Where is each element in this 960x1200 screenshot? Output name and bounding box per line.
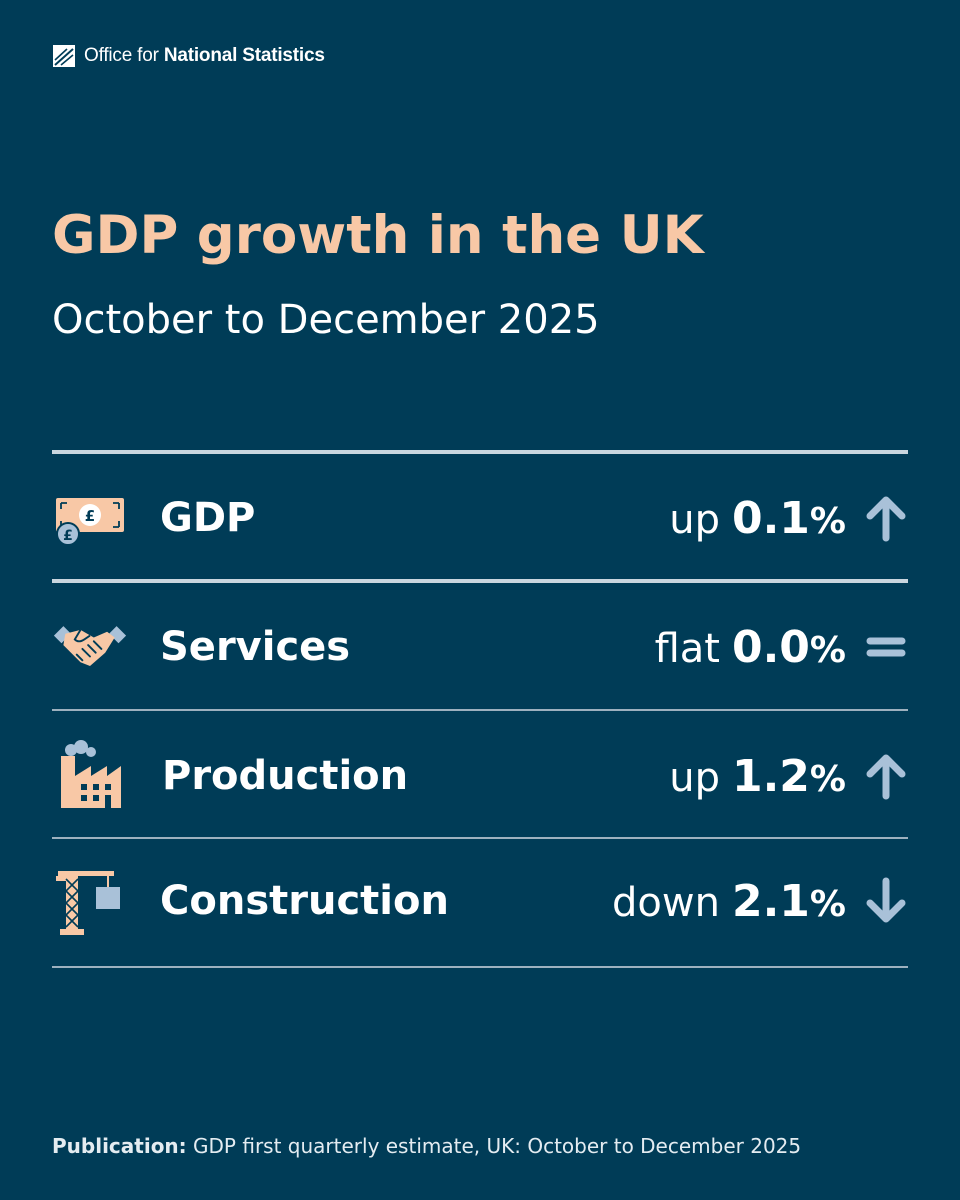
indicator-direction: down: [612, 879, 720, 926]
crane-icon: [52, 863, 128, 939]
indicator-label: Production: [162, 753, 409, 799]
publication-note: Publication: GDP first quarterly estimat…: [52, 1134, 801, 1158]
indicator-number: 2.1: [731, 875, 810, 927]
indicator-value: flat 0.0 %: [655, 622, 846, 673]
equals-icon: [864, 623, 908, 671]
indicator-number: 1.2: [731, 750, 810, 802]
indicator-direction: up: [669, 496, 720, 543]
factory-icon: [52, 738, 128, 814]
divider-services: [52, 709, 908, 711]
indicator-row-construction: Construction down 2.1 %: [52, 861, 908, 941]
divider-gdp: [52, 579, 908, 583]
indicator-row-services: Services flat 0.0 %: [52, 607, 908, 687]
indicator-unit: %: [809, 758, 846, 800]
indicator-direction: up: [669, 754, 720, 801]
svg-text:£: £: [85, 507, 95, 525]
publication-label: Publication:: [52, 1134, 187, 1158]
page-subtitle: October to December 2025: [52, 297, 600, 343]
indicator-number: 0.1: [731, 492, 810, 544]
indicator-unit: %: [809, 883, 846, 925]
page-title: GDP growth in the UK: [52, 205, 704, 266]
banknote-icon: £ £: [52, 480, 128, 556]
indicator-unit: %: [809, 500, 846, 542]
indicator-number: 0.0: [731, 621, 810, 673]
divider-top: [52, 450, 908, 454]
ons-logo-text: Office for National Statistics: [84, 45, 325, 67]
ons-logo-strong: National Statistics: [163, 45, 325, 66]
divider-bottom: [52, 966, 908, 968]
indicator-row-production: Production up 1.2 %: [52, 736, 908, 816]
arrow-down-icon: [864, 877, 908, 925]
arrow-up-icon: [864, 494, 908, 542]
ons-logo: Office for National Statistics: [52, 44, 325, 68]
indicator-label: GDP: [160, 495, 256, 541]
indicator-value: up 1.2 %: [669, 751, 846, 802]
indicator-label: Construction: [160, 878, 449, 924]
ons-logo-icon: [53, 45, 75, 67]
indicator-row-gdp: £ £ GDP up 0.1 %: [52, 478, 908, 558]
indicator-direction: flat: [654, 625, 720, 672]
ons-logo-prefix: Office for: [84, 45, 159, 66]
indicator-unit: %: [809, 629, 846, 671]
indicator-label: Services: [160, 624, 351, 670]
arrow-up-icon: [864, 752, 908, 800]
handshake-icon: [52, 609, 128, 685]
indicator-value: down 2.1 %: [612, 876, 846, 927]
divider-production: [52, 837, 908, 839]
svg-text:£: £: [63, 528, 73, 544]
publication-text: GDP first quarterly estimate, UK: Octobe…: [193, 1134, 802, 1158]
indicator-value: up 0.1 %: [669, 493, 846, 544]
